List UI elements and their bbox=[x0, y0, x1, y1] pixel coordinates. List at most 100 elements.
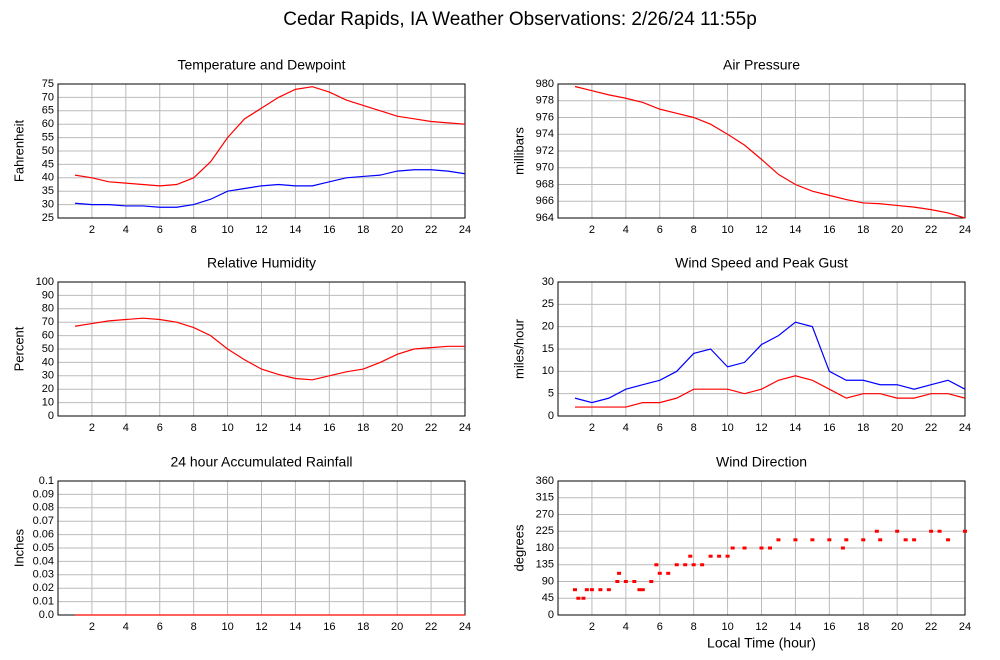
data-point bbox=[937, 529, 942, 533]
data-point bbox=[708, 554, 713, 558]
x-tick-label: 16 bbox=[823, 422, 835, 434]
y-tick-label: 5 bbox=[548, 388, 554, 400]
x-tick-label: 12 bbox=[755, 422, 767, 434]
x-tick-label: 20 bbox=[391, 621, 403, 633]
data-point bbox=[572, 588, 577, 592]
data-point bbox=[963, 529, 967, 533]
x-tick-label: 8 bbox=[191, 621, 197, 633]
y-tick-label: 976 bbox=[536, 111, 554, 123]
x-tick-label: 18 bbox=[357, 224, 369, 236]
y-tick-label: 0.07 bbox=[33, 515, 54, 527]
x-tick-label: 6 bbox=[657, 224, 663, 236]
x-tick-label: 12 bbox=[255, 422, 267, 434]
x-tick-label: 12 bbox=[755, 224, 767, 236]
y-tick-label: 90 bbox=[42, 289, 54, 301]
x-tick-label: 8 bbox=[691, 621, 697, 633]
data-point bbox=[730, 546, 735, 550]
x-tick-label: 10 bbox=[221, 422, 233, 434]
x-tick-label: 6 bbox=[657, 422, 663, 434]
chart-title: Air Pressure bbox=[723, 57, 800, 73]
chart-title: Wind Speed and Peak Gust bbox=[675, 255, 848, 271]
y-axis-label: millibars bbox=[511, 127, 526, 175]
y-tick-label: 978 bbox=[536, 95, 554, 107]
y-tick-label: 0.05 bbox=[33, 542, 54, 554]
x-tick-label: 18 bbox=[857, 224, 869, 236]
x-tick-label: 4 bbox=[623, 224, 629, 236]
plot-frame bbox=[57, 281, 466, 417]
y-tick-label: 20 bbox=[42, 383, 54, 395]
x-tick-label: 8 bbox=[191, 224, 197, 236]
x-tick-label: 10 bbox=[721, 621, 733, 633]
y-tick-label: 55 bbox=[42, 132, 54, 144]
plot-frame bbox=[557, 83, 966, 219]
data-point bbox=[598, 588, 603, 592]
data-point bbox=[776, 538, 781, 542]
x-tick-label: 2 bbox=[589, 621, 595, 633]
data-line bbox=[74, 86, 466, 187]
data-point bbox=[725, 554, 730, 558]
y-tick-label: 30 bbox=[42, 370, 54, 382]
x-tick-label: 16 bbox=[823, 224, 835, 236]
y-tick-label: 50 bbox=[42, 145, 54, 157]
y-tick-label: 966 bbox=[536, 195, 554, 207]
y-tick-label: 30 bbox=[42, 199, 54, 211]
data-line bbox=[74, 169, 466, 208]
x-tick-label: 24 bbox=[959, 224, 971, 236]
data-point bbox=[861, 538, 866, 542]
x-tick-label: 18 bbox=[857, 422, 869, 434]
x-tick-label: 10 bbox=[721, 224, 733, 236]
x-tick-label: 2 bbox=[89, 422, 95, 434]
data-point bbox=[637, 588, 642, 592]
chart-title: 24 hour Accumulated Rainfall bbox=[170, 454, 352, 470]
y-tick-label: 0 bbox=[548, 410, 554, 422]
data-point bbox=[700, 563, 705, 567]
y-tick-label: 100 bbox=[36, 276, 54, 288]
y-axis-label: miles/hour bbox=[511, 318, 526, 379]
x-tick-label: 20 bbox=[391, 422, 403, 434]
x-tick-label: 20 bbox=[891, 224, 903, 236]
data-point bbox=[810, 538, 815, 542]
data-point bbox=[742, 546, 747, 550]
x-tick-label: 14 bbox=[789, 422, 801, 434]
y-tick-label: 45 bbox=[542, 592, 554, 604]
data-point bbox=[683, 563, 688, 567]
chart-panel: 0.00.01 0.020.03 0.040.050.06 0.070.08 0.090… bbox=[11, 454, 471, 633]
y-tick-label: 968 bbox=[536, 178, 554, 190]
x-tick-label: 6 bbox=[157, 224, 163, 236]
data-point bbox=[589, 588, 594, 592]
x-tick-label: 10 bbox=[721, 422, 733, 434]
x-tick-label: 20 bbox=[891, 422, 903, 434]
x-tick-label: 6 bbox=[657, 621, 663, 633]
y-tick-label: 75 bbox=[42, 78, 54, 90]
y-tick-label: 225 bbox=[536, 525, 554, 537]
y-tick-label: 60 bbox=[42, 330, 54, 342]
y-tick-label: 980 bbox=[536, 78, 554, 90]
x-tick-label: 22 bbox=[425, 621, 437, 633]
x-axis-label: Local Time (hour) bbox=[707, 635, 816, 651]
data-point bbox=[793, 538, 798, 542]
x-tick-label: 22 bbox=[425, 224, 437, 236]
y-tick-label: 180 bbox=[536, 542, 554, 554]
x-tick-label: 16 bbox=[323, 422, 335, 434]
y-tick-label: 974 bbox=[536, 128, 554, 140]
data-point bbox=[912, 538, 917, 542]
x-tick-label: 16 bbox=[323, 621, 335, 633]
x-tick-label: 24 bbox=[459, 621, 471, 633]
x-tick-label: 24 bbox=[959, 621, 971, 633]
x-tick-label: 14 bbox=[789, 224, 801, 236]
y-tick-label: 0.1 bbox=[39, 475, 54, 487]
chart-title: Temperature and Dewpoint bbox=[177, 57, 345, 73]
data-point bbox=[606, 588, 611, 592]
data-point bbox=[640, 588, 645, 592]
x-tick-label: 16 bbox=[323, 224, 335, 236]
x-tick-label: 4 bbox=[623, 422, 629, 434]
y-tick-label: 10 bbox=[42, 397, 54, 409]
x-tick-label: 22 bbox=[925, 621, 937, 633]
x-tick-label: 2 bbox=[589, 224, 595, 236]
data-line bbox=[574, 321, 966, 404]
y-tick-label: 50 bbox=[42, 343, 54, 355]
data-point bbox=[674, 563, 679, 567]
y-tick-label: 40 bbox=[42, 172, 54, 184]
x-tick-label: 14 bbox=[289, 621, 301, 633]
